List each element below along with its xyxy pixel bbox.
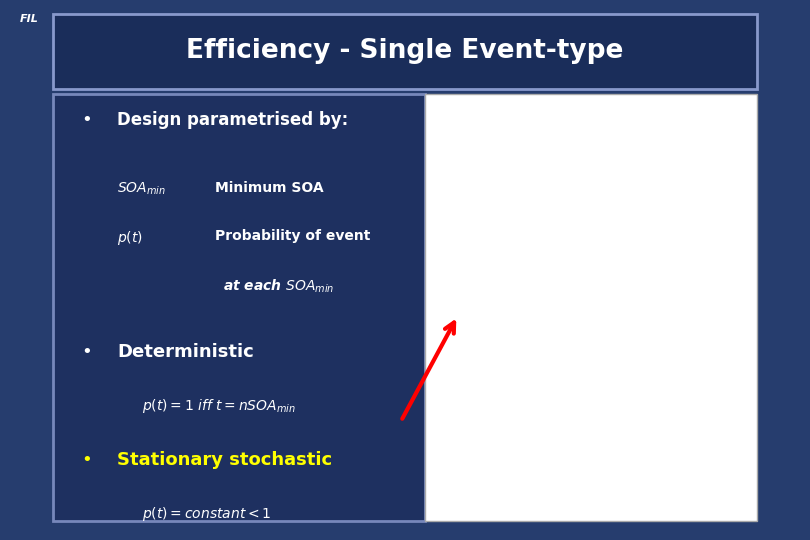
FancyBboxPatch shape (53, 14, 757, 89)
Title: Efficiency: Efficiency (652, 114, 688, 124)
FancyBboxPatch shape (53, 94, 425, 521)
Text: Probability of event: Probability of event (215, 230, 370, 244)
Bar (578, 134, 582, 230)
FancyBboxPatch shape (425, 94, 757, 521)
Text: •: • (81, 451, 92, 469)
Bar (535, 134, 539, 230)
Text: Minimum SOA: Minimum SOA (215, 181, 323, 195)
X-axis label: fixed deterministic: fixed deterministic (491, 244, 550, 248)
Bar (491, 134, 495, 230)
X-axis label: stationary stochastic: stationary stochastic (488, 365, 553, 370)
Text: •: • (81, 343, 92, 361)
Bar (513, 134, 517, 230)
Text: Efficiency - Single Event-type: Efficiency - Single Event-type (186, 38, 624, 64)
Text: $p(t)=constant<1$: $p(t)=constant<1$ (142, 505, 271, 523)
Text: Stationary stochastic: Stationary stochastic (117, 451, 333, 469)
Text: at each $SOA_{min}$: at each $SOA_{min}$ (223, 278, 335, 295)
Bar (470, 134, 473, 230)
Bar (556, 134, 561, 230)
Text: •: • (81, 111, 92, 129)
Title: occurrence probabilities: occurrence probabilities (474, 114, 567, 124)
Bar (684, 315, 701, 351)
Text: Design parametrised by:: Design parametrised by: (117, 111, 348, 129)
Text: Deterministic: Deterministic (117, 343, 254, 361)
Text: $p(t)$: $p(t)$ (117, 230, 143, 247)
Text: FIL: FIL (20, 14, 39, 24)
Text: $p(t)=1\ iff\ t=nSOA_{min}$: $p(t)=1\ iff\ t=nSOA_{min}$ (142, 397, 296, 415)
Text: $SOA_{min}$: $SOA_{min}$ (117, 181, 166, 197)
